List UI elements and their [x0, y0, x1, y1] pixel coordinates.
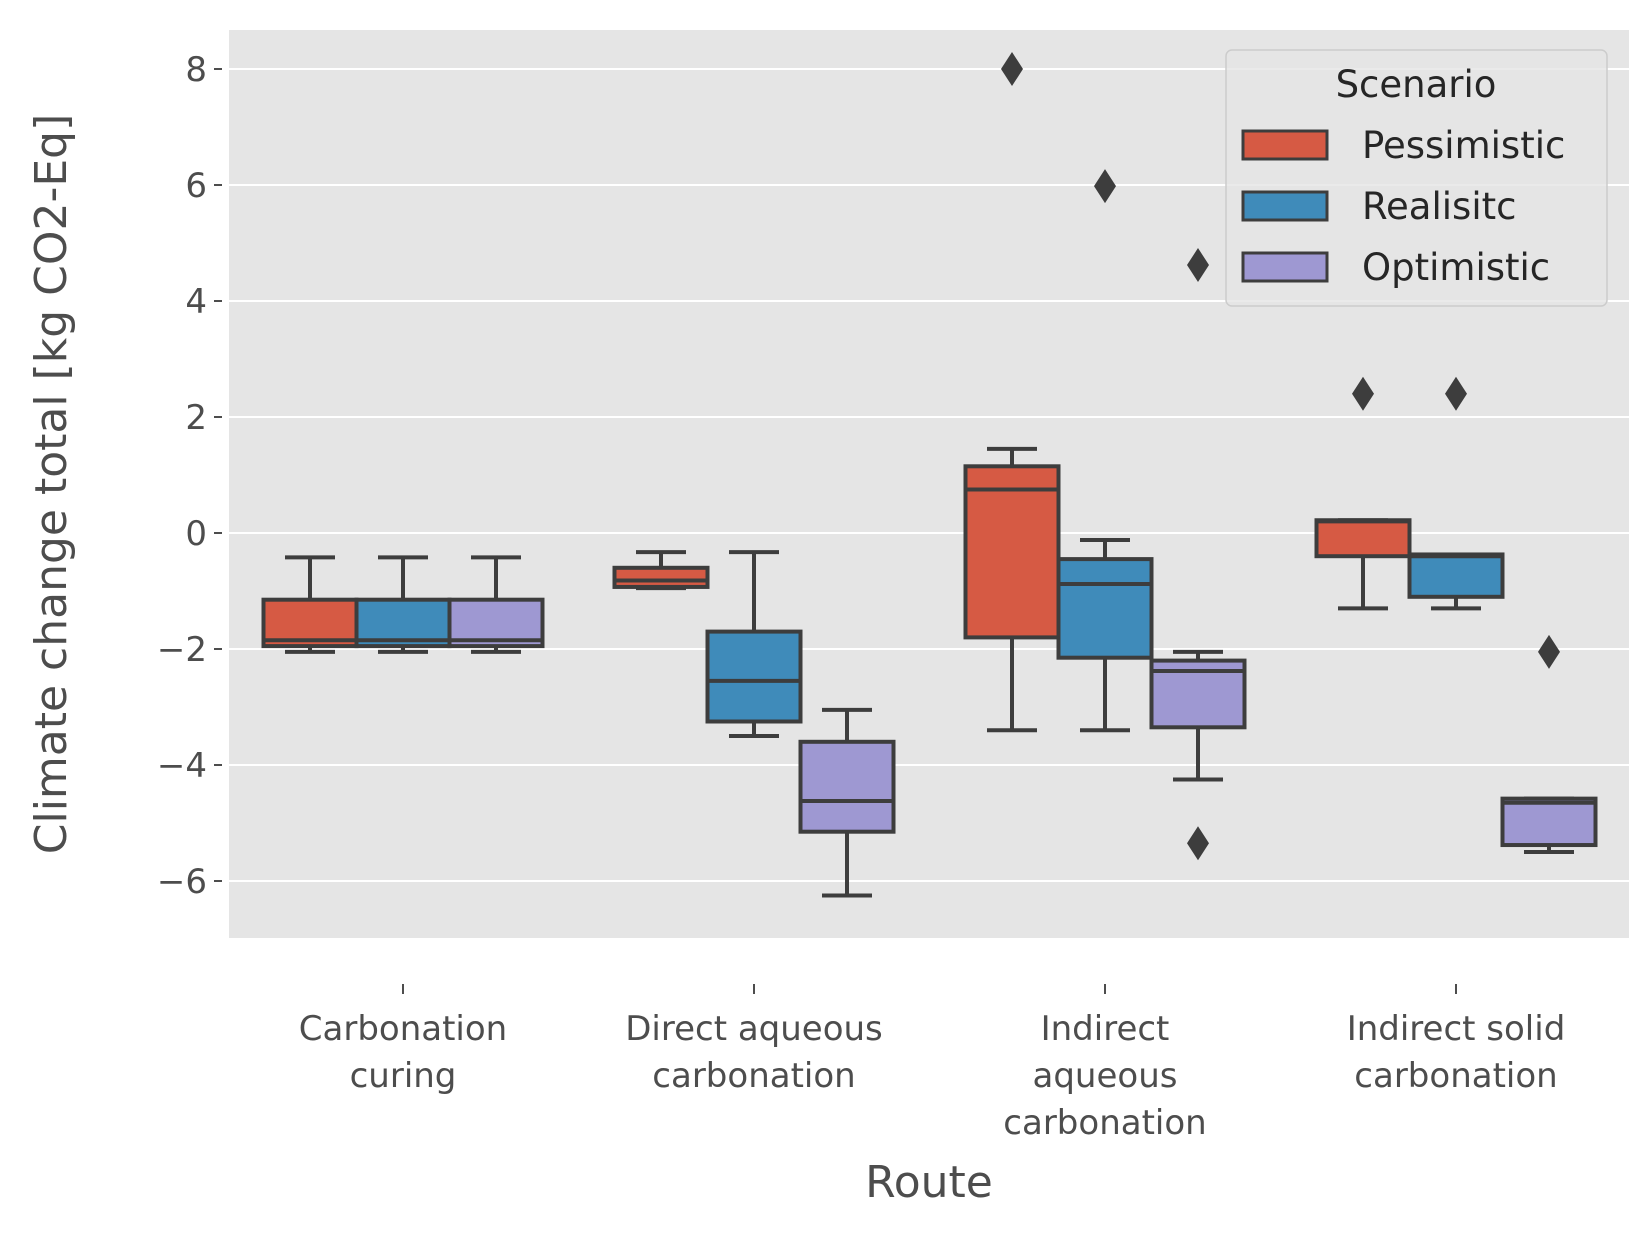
outlier-point: [1445, 376, 1467, 411]
x-tick-label: Indirect: [1041, 1009, 1170, 1049]
y-tick-label: 4: [185, 282, 207, 322]
y-axis-title: Climate change total [kg CO2-Eq]: [26, 114, 77, 855]
y-tick-label: 8: [185, 50, 207, 90]
outlier-point: [1187, 248, 1209, 283]
box-optimistic: [798, 707, 896, 898]
legend-entries: Pessimistic Realisitc Optimistic: [1241, 124, 1565, 289]
outlier-point: [1538, 634, 1560, 669]
y-axis-ticks: −6 −4 −2 0 2 4 6 8: [157, 50, 222, 902]
legend-swatch: [1241, 251, 1329, 283]
x-tick-label: carbonation: [652, 1056, 855, 1096]
box-optimistic: [1149, 248, 1247, 861]
box-iqr: [963, 464, 1061, 640]
box-iqr: [705, 629, 803, 724]
legend-swatch: [1241, 190, 1329, 222]
legend-swatch: [1241, 129, 1329, 161]
outlier-point: [1094, 169, 1116, 204]
box-realisitc: [1056, 169, 1154, 733]
x-axis-title: Route: [865, 1157, 993, 1208]
x-tick-label: carbonation: [1003, 1103, 1206, 1143]
box-iqr: [612, 565, 710, 589]
box-iqr: [1407, 552, 1505, 599]
box-realisitc: [1407, 376, 1505, 611]
legend-label: Pessimistic: [1362, 124, 1565, 167]
box-realisitc: [705, 550, 803, 738]
box-iqr: [1500, 796, 1598, 848]
x-tick-label: Indirect solid: [1347, 1009, 1566, 1049]
x-axis-ticks: Carbonation curing Direct aqueous carbonati…: [299, 984, 1566, 1143]
x-tick-label: curing: [350, 1056, 457, 1096]
box-pessimistic: [963, 52, 1061, 733]
outlier-point: [1001, 52, 1023, 86]
boxes: [261, 52, 1598, 898]
x-tick-label: carbonation: [1354, 1056, 1557, 1096]
box-optimistic: [447, 555, 545, 654]
legend-label: Realisitc: [1362, 185, 1516, 228]
x-tick-label: Carbonation: [299, 1009, 507, 1049]
y-tick-label: −4: [157, 746, 207, 786]
legend: Scenario Pessimistic Realisitc Optimistic: [1225, 49, 1608, 307]
legend-label: Optimistic: [1362, 246, 1550, 289]
x-tick-label: Direct aqueous: [625, 1009, 883, 1049]
y-tick-label: 0: [185, 514, 207, 554]
y-tick-label: −2: [157, 630, 207, 670]
y-tick-label: 6: [185, 166, 207, 206]
x-tick-label: aqueous: [1033, 1056, 1178, 1096]
legend-frame: [1225, 49, 1608, 307]
box-pessimistic: [612, 550, 710, 591]
y-tick-label: 2: [185, 398, 207, 438]
box-iqr: [1314, 518, 1412, 559]
outlier-point: [1187, 826, 1209, 861]
y-tick-label: −6: [157, 862, 207, 902]
box-iqr: [1056, 557, 1154, 660]
legend-title: Scenario: [1336, 63, 1497, 106]
box-pessimistic: [1314, 376, 1412, 611]
outlier-point: [1352, 376, 1374, 411]
box-optimistic: [1500, 634, 1598, 854]
box-iqr: [798, 739, 896, 834]
